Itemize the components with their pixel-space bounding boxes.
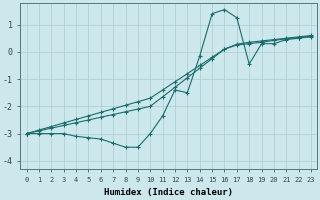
X-axis label: Humidex (Indice chaleur): Humidex (Indice chaleur)	[104, 188, 233, 197]
